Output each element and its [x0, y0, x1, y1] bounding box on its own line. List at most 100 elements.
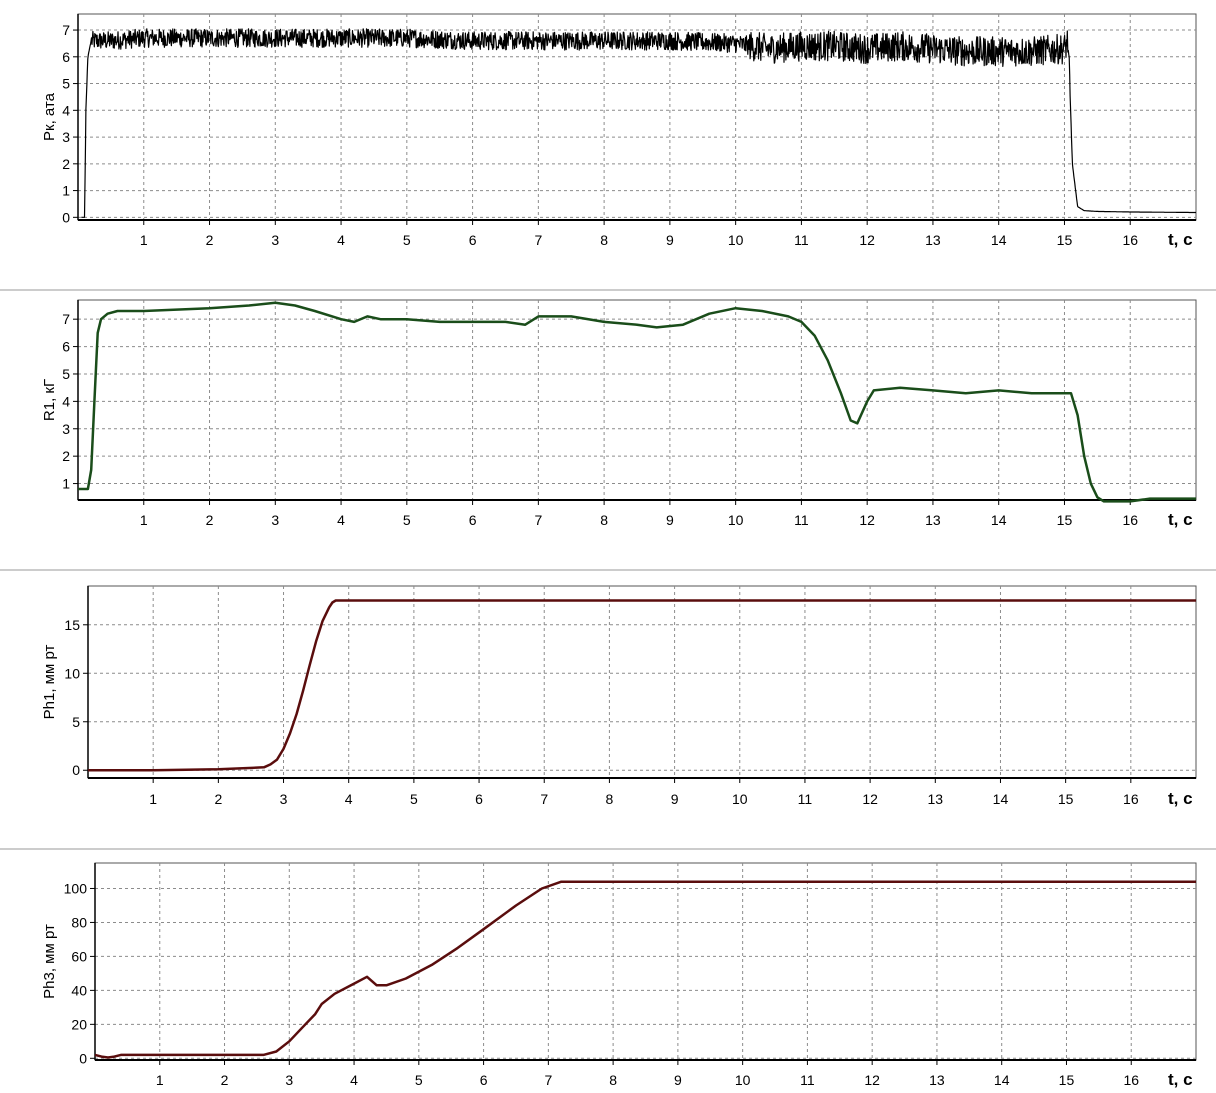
x-tick-label: 9: [674, 1072, 682, 1088]
x-tick-label: 10: [728, 232, 744, 248]
y-tick-label: 2: [62, 448, 70, 464]
x-tick-label: 14: [991, 512, 1007, 528]
plot-area: [94, 862, 1197, 1061]
x-tick-label: 13: [925, 232, 941, 248]
x-tick-label: 3: [271, 512, 279, 528]
y-axis-title: R1, кГ: [41, 379, 58, 421]
x-tick-label: 7: [540, 791, 548, 807]
x-tick-label: 4: [337, 512, 345, 528]
y-tick-label: 1: [62, 476, 70, 492]
x-tick-label: 2: [206, 512, 214, 528]
y-tick-label: 10: [64, 665, 80, 681]
x-tick-label: 12: [859, 512, 875, 528]
y-axis-title: Ph1, мм рт: [41, 645, 58, 720]
y-tick-label: 4: [62, 102, 70, 118]
x-tick-label: 11: [800, 1072, 815, 1088]
x-tick-label: 15: [1058, 791, 1074, 807]
x-tick-label: 9: [666, 512, 674, 528]
y-tick-label: 7: [62, 311, 70, 327]
x-tick-label: 1: [156, 1072, 164, 1088]
y-tick-label: 6: [62, 339, 70, 355]
y-tick-label: 1: [62, 183, 70, 199]
x-tick-label: 12: [864, 1072, 880, 1088]
x-tick-label: 10: [732, 791, 748, 807]
x-tick-label: 2: [214, 791, 222, 807]
y-tick-label: 0: [72, 762, 80, 778]
x-tick-label: 2: [221, 1072, 229, 1088]
x-tick-label: 3: [285, 1072, 293, 1088]
y-tick-label: 3: [62, 129, 70, 145]
x-axis-title: t, c: [1168, 510, 1193, 529]
x-tick-label: 15: [1057, 232, 1073, 248]
y-tick-label: 3: [62, 421, 70, 437]
x-tick-label: 13: [929, 1072, 945, 1088]
x-tick-label: 15: [1057, 512, 1073, 528]
x-tick-label: 8: [606, 791, 614, 807]
x-tick-label: 5: [403, 512, 411, 528]
y-tick-label: 5: [72, 714, 80, 730]
y-tick-label: 15: [64, 617, 80, 633]
x-tick-label: 15: [1059, 1072, 1075, 1088]
x-tick-label: 3: [271, 232, 279, 248]
plot-area: [87, 585, 1197, 779]
x-tick-label: 7: [534, 512, 542, 528]
x-tick-label: 14: [993, 791, 1009, 807]
x-tick-label: 11: [794, 512, 809, 528]
x-tick-label: 14: [991, 232, 1007, 248]
x-axis-title: t, c: [1168, 1070, 1193, 1089]
y-tick-label: 4: [62, 393, 70, 409]
x-tick-label: 11: [794, 232, 809, 248]
y-tick-label: 0: [79, 1050, 87, 1066]
x-tick-label: 16: [1122, 232, 1138, 248]
x-tick-label: 8: [600, 512, 608, 528]
x-tick-label: 7: [534, 232, 542, 248]
x-tick-label: 6: [469, 512, 477, 528]
y-tick-label: 7: [62, 22, 70, 38]
x-tick-label: 9: [671, 791, 679, 807]
y-tick-label: 5: [62, 76, 70, 92]
x-tick-label: 1: [149, 791, 157, 807]
y-tick-label: 40: [71, 982, 87, 998]
x-tick-label: 16: [1123, 791, 1139, 807]
y-tick-label: 100: [64, 880, 88, 896]
x-tick-label: 4: [345, 791, 353, 807]
x-tick-label: 12: [862, 791, 878, 807]
x-tick-label: 13: [928, 791, 944, 807]
x-tick-label: 16: [1123, 1072, 1139, 1088]
x-tick-label: 10: [728, 512, 744, 528]
y-tick-label: 0: [62, 209, 70, 225]
x-tick-label: 2: [206, 232, 214, 248]
x-tick-label: 14: [994, 1072, 1010, 1088]
x-tick-label: 7: [544, 1072, 552, 1088]
x-tick-label: 5: [410, 791, 418, 807]
x-tick-label: 6: [480, 1072, 488, 1088]
y-tick-label: 2: [62, 156, 70, 172]
series-line-1: [78, 301, 1196, 503]
x-tick-label: 1: [140, 512, 148, 528]
x-tick-label: 10: [735, 1072, 751, 1088]
x-tick-label: 4: [337, 232, 345, 248]
y-axis-title: Рк, ата: [41, 92, 58, 141]
x-tick-label: 8: [609, 1072, 617, 1088]
x-tick-label: 6: [475, 791, 483, 807]
x-tick-label: 5: [403, 232, 411, 248]
y-tick-label: 5: [62, 366, 70, 382]
x-axis-title: t, c: [1168, 230, 1193, 249]
x-tick-label: 12: [859, 232, 875, 248]
plot-area: [77, 299, 1197, 501]
y-tick-label: 60: [71, 948, 87, 964]
x-tick-label: 4: [350, 1072, 358, 1088]
y-axis-title: Ph3, мм рт: [41, 924, 58, 999]
series-line-1: [88, 599, 1196, 772]
x-tick-label: 3: [280, 791, 288, 807]
x-tick-label: 5: [415, 1072, 423, 1088]
series-line-1: [94, 880, 1196, 1059]
series-line-1: [81, 28, 1197, 218]
x-tick-label: 8: [600, 232, 608, 248]
x-tick-label: 1: [140, 232, 148, 248]
